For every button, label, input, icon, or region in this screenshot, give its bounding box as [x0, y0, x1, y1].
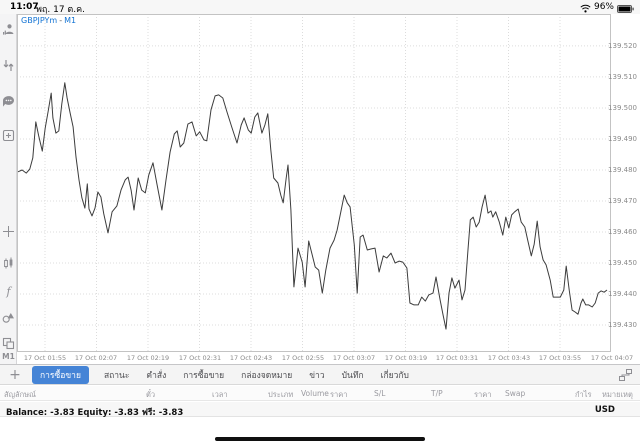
price-chart-svg[interactable] [17, 14, 611, 352]
time-axis: 17 Oct 01:55 17 Oct 02:07 17 Oct 02:19 17 O… [17, 352, 640, 364]
terminal-tab-0[interactable]: การซื้อขาย [32, 365, 89, 384]
status-date: พฤ. 17 ต.ค. [36, 5, 86, 15]
chat-icon[interactable] [1, 94, 16, 109]
new-order-icon[interactable] [1, 128, 16, 143]
terminal-tab-3[interactable]: การซื้อขาย [183, 370, 225, 381]
balance-text: Balance: -3.83 Equity: -3.83 ฟรี: -3.83 [6, 408, 184, 418]
symbol-name: GBPJPYm [21, 16, 58, 25]
column-header: Volume [301, 389, 329, 398]
terminal-tab-7[interactable]: เกี่ยวกับ [380, 370, 409, 381]
symbol-separator: - [59, 16, 63, 25]
column-header: ประเภท [268, 390, 294, 399]
price-axis-label: 139.510 [608, 73, 637, 81]
terminal-tab-6[interactable]: บันทึก [341, 370, 364, 381]
home-indicator[interactable] [215, 437, 425, 441]
chart-symbol-label[interactable]: GBPJPYm - M1 [21, 16, 76, 25]
terminal-tab-1[interactable]: สถานะ [103, 370, 130, 381]
time-axis-label: 17 Oct 03:31 [435, 354, 479, 362]
time-axis-label: 17 Oct 03:07 [332, 354, 376, 362]
time-axis-label: 17 Oct 02:43 [229, 354, 273, 362]
price-axis-label: 139.470 [608, 197, 637, 205]
terminal-tab-2[interactable]: คำสั่ง [146, 370, 167, 381]
column-header: เวลา [212, 390, 228, 399]
trade-icon[interactable] [1, 58, 16, 73]
time-axis-label: 17 Oct 02:55 [281, 354, 325, 362]
time-axis-label: 17 Oct 02:31 [178, 354, 222, 362]
terminal-panel: + การซื้อขาย สถานะ คำสั่ง การซื้อขาย กล่องจด… [0, 364, 640, 447]
quotes-icon[interactable] [1, 22, 16, 37]
column-header: T/P [431, 389, 443, 398]
crosshair-icon[interactable] [1, 224, 16, 239]
timeframe-button[interactable]: M1 [2, 352, 15, 361]
column-header: สัญลักษณ์ [4, 390, 37, 399]
terminal-tab-5[interactable]: ข่าว [309, 370, 325, 381]
terminal-tabs: การซื้อขาย สถานะ คำสั่ง การซื้อขาย กล่องจดหม… [32, 365, 616, 384]
account-summary-row: Balance: -3.83 Equity: -3.83 ฟรี: -3.83 … [0, 402, 640, 418]
column-header: S/L [374, 389, 386, 398]
column-header: ตั๋ว [146, 390, 156, 399]
status-right-cluster: 96% [580, 1, 634, 13]
column-header: Swap [505, 389, 526, 398]
clock-time: 11:07 [10, 2, 39, 12]
battery-percent: 96% [593, 2, 614, 12]
time-axis-label: 17 Oct 03:55 [538, 354, 582, 362]
price-line-series [17, 82, 608, 330]
symbol-timeframe: M1 [64, 16, 77, 25]
price-axis-label: 139.430 [608, 321, 637, 329]
price-axis: 139.520 139.510 139.500 139.490 139.480 139.4… [608, 14, 640, 364]
time-axis-label: 17 Oct 03:19 [384, 354, 428, 362]
battery-icon [617, 0, 634, 17]
column-header: ราคา [474, 390, 492, 399]
time-axis-label: 17 Oct 02:07 [74, 354, 118, 362]
orders-table-header: สัญลักษณ์ ตั๋ว เวลา ประเภท Volume ราคา S/L T/P ร… [0, 386, 640, 401]
time-axis-label: 17 Oct 03:43 [487, 354, 531, 362]
price-axis-label: 139.440 [608, 290, 637, 298]
price-axis-label: 139.520 [608, 42, 637, 50]
price-axis-label: 139.480 [608, 166, 637, 174]
account-currency: USD [594, 405, 615, 415]
status-bar: 11:07 พฤ. 17 ต.ค. 96% [0, 0, 640, 15]
column-header: กำไร [575, 390, 592, 399]
panel-layout-icon[interactable] [616, 368, 634, 382]
left-toolbar: f M1 [0, 14, 17, 364]
time-axis-label: 17 Oct 04:07 [590, 354, 634, 362]
windows-icon[interactable] [1, 336, 16, 351]
time-axis-label: 17 Oct 01:55 [23, 354, 67, 362]
price-axis-label: 139.500 [608, 104, 637, 112]
chart-border [17, 14, 611, 352]
indicators-icon[interactable]: f [6, 285, 11, 298]
add-order-button[interactable]: + [9, 366, 21, 383]
terminal-tab-bar: + การซื้อขาย สถานะ คำสั่ง การซื้อขาย กล่องจด… [0, 365, 640, 385]
column-header: ราคา [330, 390, 348, 399]
chart-type-icon[interactable] [1, 256, 16, 271]
terminal-tab-4[interactable]: กล่องจดหมาย [241, 370, 293, 381]
time-axis-label: 17 Oct 02:19 [126, 354, 170, 362]
price-axis-label: 139.490 [608, 135, 637, 143]
wifi-icon [580, 0, 591, 17]
objects-icon[interactable] [1, 310, 16, 325]
price-axis-label: 139.460 [608, 228, 637, 236]
price-axis-label: 139.450 [608, 259, 637, 267]
column-header: หมายเหตุ [602, 390, 633, 399]
